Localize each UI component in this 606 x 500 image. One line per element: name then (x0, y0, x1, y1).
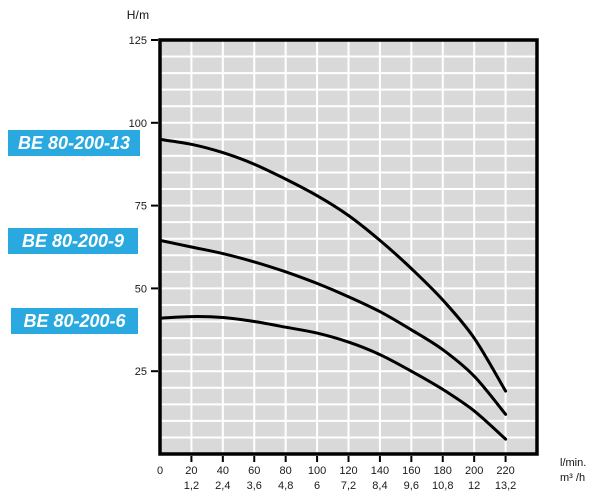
x-tick-label-lmin: 120 (339, 465, 357, 477)
x-tick-label-lmin: 100 (308, 465, 326, 477)
curve-be-80-200-13 (158, 137, 508, 393)
x-tick-label-m3h: 8,4 (372, 480, 387, 492)
x-axis-unit-labels: l/min. m³ /h (560, 456, 586, 486)
x-tick-label-m3h: 12 (468, 480, 480, 492)
series-label-be-80-200-9: BE 80-200-9 (8, 228, 138, 254)
x-tick-label-m3h: 6 (314, 480, 320, 492)
y-tick-label: 50 (135, 283, 147, 295)
y-tick-label: 75 (135, 201, 147, 213)
x-tick-label-lmin: 180 (434, 465, 452, 477)
y-tick-label: 100 (129, 118, 147, 130)
x-tick-label-m3h: 13,2 (495, 480, 516, 492)
y-tick-label: 25 (135, 366, 147, 378)
x-tick-label-lmin: 200 (465, 465, 483, 477)
x-tick-label-m3h: 2,4 (215, 480, 230, 492)
series-label-be-80-200-13: BE 80-200-13 (8, 130, 140, 156)
curve-be-80-200-9 (158, 238, 508, 416)
x-axis-unit-lmin: l/min. (560, 457, 587, 469)
series-label-be-80-200-6: BE 80-200-6 (11, 308, 138, 334)
x-tick-label-lmin: 160 (402, 465, 420, 477)
x-tick-label-m3h: 9,6 (404, 480, 419, 492)
x-tick-label-lmin: 60 (248, 465, 260, 477)
x-tick-label-lmin: 80 (280, 465, 292, 477)
x-tick-label-m3h: 1,2 (184, 480, 199, 492)
x-tick-label-lmin: 40 (217, 465, 229, 477)
y-axis-unit-label: H/m (126, 8, 150, 22)
x-tick-label-lmin: 220 (496, 465, 514, 477)
x-tick-label-m3h: 3,6 (247, 480, 262, 492)
x-tick-label-m3h: 7,2 (341, 480, 356, 492)
x-tick-label-lmin: 140 (371, 465, 389, 477)
x-tick-label-lmin: 0 (157, 465, 163, 477)
plot-frame (158, 38, 539, 456)
x-tick-label-m3h: 4,8 (278, 480, 293, 492)
x-axis-unit-m3h: m³ /h (560, 472, 586, 484)
x-tick-label-m3h: 10,8 (432, 480, 453, 492)
curve-be-80-200-6 (158, 315, 508, 441)
y-tick-label: 125 (129, 35, 147, 47)
x-tick-label-lmin: 20 (185, 465, 197, 477)
